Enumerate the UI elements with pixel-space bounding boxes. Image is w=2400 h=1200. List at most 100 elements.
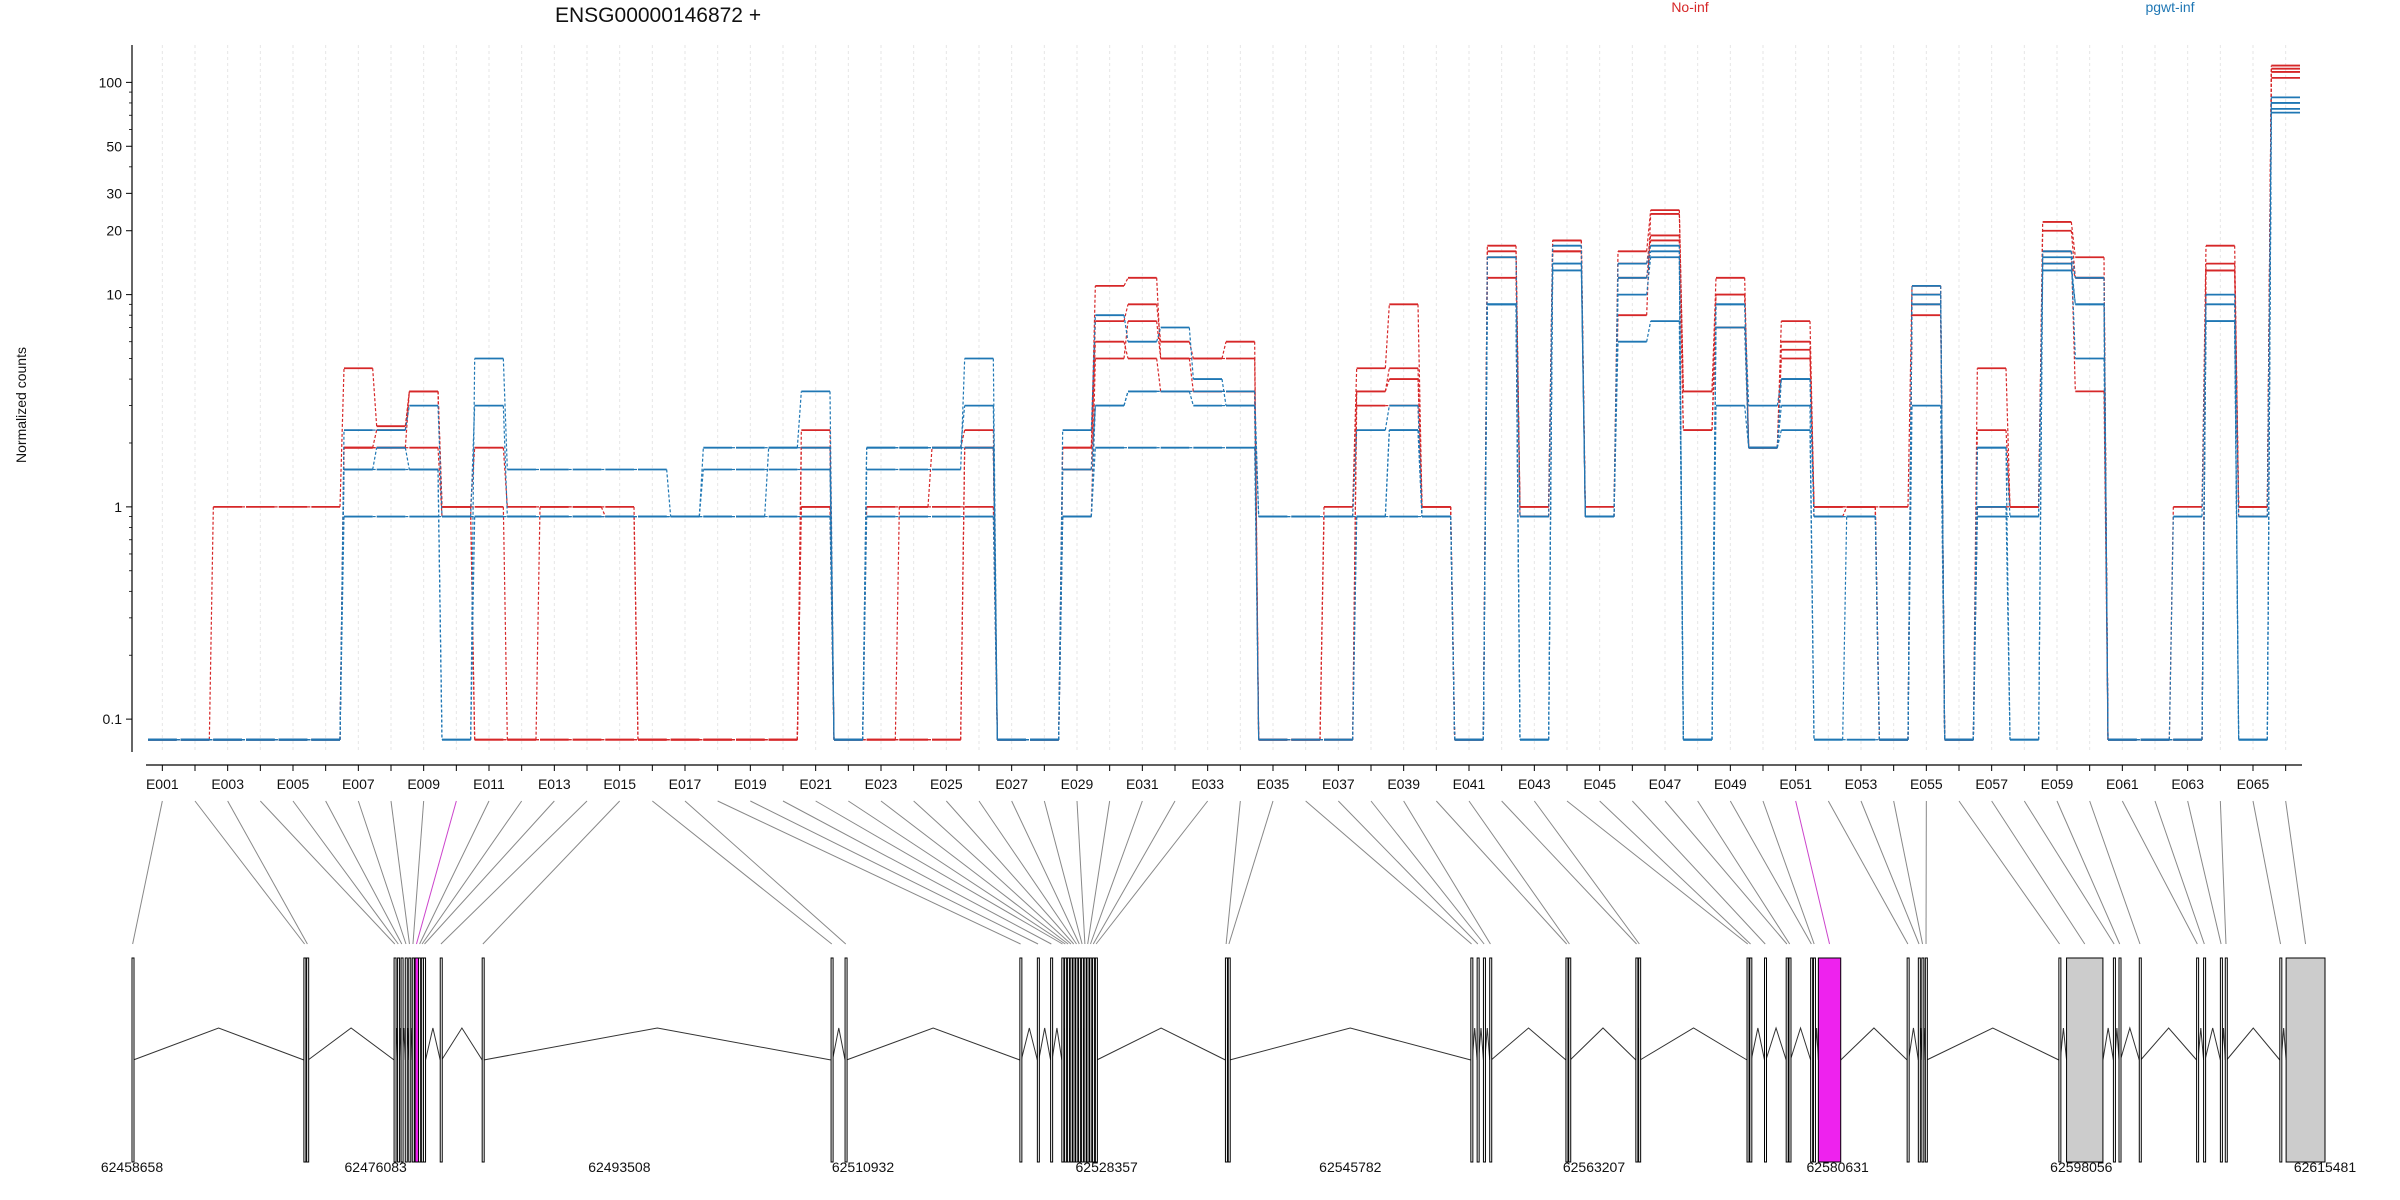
exon-box-e021 [1061,957,1065,1163]
exon-box-e006 [400,957,404,1163]
exon-box-e029 [1083,957,1087,1163]
exon-connector [2023,800,2115,945]
exon-box-e066 [2285,957,2326,1163]
exon-box-e038 [1482,957,1486,1163]
exon-box-e044 [1746,957,1750,1163]
exon-connector [1631,800,1766,945]
exon-box-e051 [1817,957,1842,1163]
exon-transition [1711,294,1717,392]
y-tick-label: 50 [106,138,122,154]
exon-connector [2154,800,2205,945]
exon-connector [2089,800,2141,945]
exon-transition [1123,321,1129,359]
x-tick-label: E007 [342,776,375,792]
exon-transition [437,469,443,740]
exon-connector [1043,800,1083,945]
exon-box-e033 [1094,957,1098,1163]
x-tick-label: E055 [1910,776,1943,792]
exon-connector [1403,800,1491,945]
exon-transition [1646,210,1652,252]
intron-line [2226,1027,2281,1061]
x-tick-label: E013 [538,776,571,792]
exon-transition [1874,516,1880,740]
exon-transition [2070,251,2076,278]
exon-transition [1123,304,1129,322]
y-axis-label: Normalized counts [13,347,29,463]
exon-transition [1156,277,1162,359]
exon-box-e059 [2118,957,2122,1163]
intron-line [2102,1027,2114,1061]
exon-box-e037 [1476,957,1480,1163]
exon-connector [750,800,1039,945]
intron-line [1908,1027,1919,1061]
x-tick-label: E029 [1061,776,1094,792]
exon-connector [419,800,490,945]
exon-connector [390,800,410,945]
exon-transition [2005,447,2011,740]
exon-transition [502,405,508,517]
exon-transition [1678,213,1684,392]
exon-connector [421,800,523,945]
exon-transition [404,405,410,431]
exon-box-e002 [303,957,307,1163]
exon-transition [2070,270,2076,305]
exon-connector [1087,800,1111,945]
exon-transition [1646,245,1652,264]
exon-transition [2201,294,2207,517]
exon-transition [1842,516,1848,740]
exon-box-e046 [1764,957,1768,1163]
exon-transition [437,447,443,517]
exon-connector [2219,800,2227,945]
exon-connector [292,800,399,945]
exon-transition [1972,447,1978,740]
exon-box-e034 [1224,957,1228,1163]
exon-connector [652,800,833,945]
exon-transition [1646,213,1652,316]
exon-connector [1370,800,1485,945]
series-pgwt-inf-5 [148,102,2300,741]
intron-line [307,1027,395,1061]
exon-connector [1533,800,1640,945]
intron-line [1765,1026,1787,1061]
exon-transition [1548,270,1554,740]
x-tick-label: E031 [1126,776,1159,792]
intron-line [1051,1027,1063,1061]
exon-connector [1860,800,1920,945]
exon-transition [1123,315,1129,342]
series-lines [148,64,2300,741]
x-axis: E001 E003 E005 E007 E009 E011 E013 E015 E017 E019… [146,764,2302,792]
exon-connector [815,800,1063,945]
exon-transition [992,358,998,740]
x-tick-label: E019 [734,776,767,792]
x-tick-label: E051 [1779,776,1812,792]
exon-connector [978,800,1077,945]
intron-line [1020,1027,1038,1061]
genomic-coordinate-label: 62528357 [1076,1159,1139,1175]
exon-box-e028 [1080,957,1084,1163]
exon-box-e011 [418,957,422,1163]
exon-box-e031 [1089,957,1093,1163]
exon-box-e047 [1785,957,1789,1163]
exon-connector [1827,800,1909,945]
exon-transition [992,447,998,740]
exon-connector [1090,800,1143,945]
exon-transition [1482,304,1488,740]
exon-transition [1515,304,1521,740]
exon-connector [1599,800,1751,945]
gene-model [131,957,2326,1163]
exon-box-e058 [2112,957,2116,1163]
intron-line [1229,1027,1471,1061]
exon-box-e061 [2196,957,2200,1163]
exon-transition [372,368,378,427]
intron-line [483,1027,832,1061]
exon-transition [1809,379,1815,517]
intron-line [1038,1027,1052,1061]
exon-connector [1893,800,1924,945]
exon-transition [960,447,966,740]
exon-box-e030 [1086,957,1090,1163]
exon-box-e005 [397,957,401,1163]
exon-transition [2070,263,2076,305]
exon-transition [1450,516,1456,740]
genomic-coordinate-label: 62615481 [2294,1159,2357,1175]
